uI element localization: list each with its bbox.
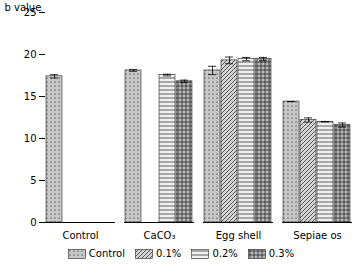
svg-text:CaCO₃: CaCO₃	[144, 230, 176, 241]
html-text:0.3%: 0.3%	[268, 248, 295, 259]
svg-text:0: 0	[30, 217, 36, 228]
svg-text:20: 20	[24, 49, 37, 60]
html-text:0.2%: 0.2%	[212, 248, 238, 259]
html-text:Control: Control	[88, 248, 125, 259]
svg-text:10: 10	[24, 133, 37, 144]
html-text:0.1%: 0.1%	[156, 248, 182, 259]
svg-text:Control: Control	[62, 230, 98, 241]
svg-text:5: 5	[30, 175, 36, 186]
svg-text:Sepiae os: Sepiae os	[293, 230, 341, 241]
svg-text:Egg shell: Egg shell	[216, 230, 261, 241]
svg-text:15: 15	[24, 91, 37, 102]
svg-text:b value: b value	[5, 2, 42, 13]
